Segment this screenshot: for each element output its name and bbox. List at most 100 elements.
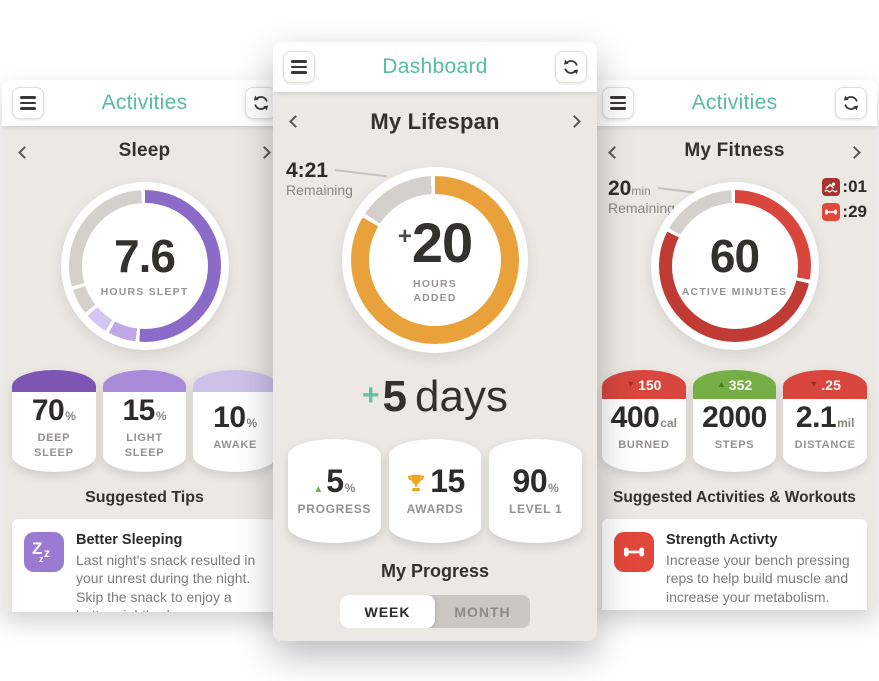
refresh-icon — [563, 59, 579, 75]
prev-section-chevron[interactable] — [608, 146, 621, 159]
level-label: LEVEL 1 — [508, 501, 563, 516]
hours-slept-value: 7.6 — [114, 229, 176, 282]
plus-sign: + — [397, 222, 412, 250]
appbar-title: Activities — [691, 91, 778, 114]
awake-value: 10 — [213, 401, 246, 435]
refresh-button[interactable] — [835, 87, 867, 119]
awards-label: AWARDS — [406, 501, 464, 516]
fitness-stats-row: ▼ 150 400 cal BURNED ▲ 352 2000 STEPS — [592, 370, 877, 472]
section-nav: My Lifespan — [273, 109, 597, 137]
awards-value: 15 — [430, 462, 465, 499]
calories-label: BURNED — [618, 439, 670, 452]
hamburger-menu-button[interactable] — [602, 87, 634, 119]
fitness-donut: 60 ACTIVE MINUTES — [650, 182, 819, 350]
light-sleep-value: 15 — [122, 394, 155, 428]
steps-trend-value: 352 — [728, 376, 753, 393]
level-card: 90 % LEVEL 1 — [489, 439, 583, 543]
hamburger-menu-button[interactable] — [283, 51, 315, 83]
dashboard-screen: Dashboard My Lifespan 4:21 Remaining — [273, 42, 597, 641]
hamburger-icon — [291, 60, 307, 63]
days-added-line: +5 days — [273, 375, 597, 419]
progress-label: PROGRESS — [297, 501, 372, 516]
awake-cap — [193, 370, 278, 392]
trend-down-icon: ▼ — [809, 379, 819, 389]
section-title: My Lifespan — [370, 109, 500, 134]
days-unit: days — [415, 372, 508, 421]
sleep-donut: 7.6 HOURS SLEPT — [60, 182, 229, 350]
active-minutes-label: ACTIVE MINUTES — [681, 285, 788, 298]
next-section-chevron[interactable] — [258, 146, 271, 159]
sleep-screen: Activities Sleep 7.6 HOURS SLEPT — [2, 80, 287, 612]
distance-cap: ▼ .25 — [783, 370, 868, 399]
trend-up-icon: ▲ — [716, 379, 726, 389]
toggle-week[interactable]: WEEK — [340, 595, 435, 628]
calories-trend-value: 150 — [638, 376, 662, 393]
better-sleeping-tip-card[interactable]: Z z z Better Sleeping Last night's snack… — [12, 519, 277, 612]
swim-time: :01 — [842, 177, 867, 196]
appbar-title: Activities — [101, 91, 188, 114]
strength-activity-tip-card[interactable]: Strength Activty Increase your bench pre… — [602, 519, 867, 610]
dumbbell-icon — [614, 532, 654, 572]
sleep-stats-row: 70 % DEEP SLEEP 15 % LIGHT SLEEP — [2, 370, 287, 472]
section-title: My Fitness — [684, 140, 785, 161]
next-section-chevron[interactable] — [568, 115, 581, 128]
prev-section-chevron[interactable] — [289, 115, 302, 128]
tip-title: Strength Activty — [666, 532, 778, 548]
dumbbell-icon — [822, 203, 841, 221]
suggested-activities-heading: Suggested Activities & Workouts — [613, 489, 856, 506]
trophy-icon — [408, 474, 425, 491]
dashboard-stats-row: ▲ 5 % PROGRESS 15 AWARDS — [273, 439, 597, 543]
period-toggle: WEEK MONTH — [340, 595, 530, 628]
distance-label: DISTANCE — [794, 439, 856, 452]
section-nav: Sleep — [2, 140, 287, 168]
refresh-button[interactable] — [555, 51, 587, 83]
hours-added-value: 20 — [411, 210, 473, 274]
refresh-icon — [843, 95, 859, 111]
zzz-icon: Z z z — [24, 532, 64, 572]
hamburger-icon — [610, 96, 626, 99]
light-sleep-cap — [102, 370, 187, 392]
distance-value: 2.1 — [795, 401, 837, 435]
suggested-tips-heading: Suggested Tips — [85, 489, 204, 506]
hamburger-icon — [20, 96, 36, 99]
prev-section-chevron[interactable] — [18, 146, 31, 159]
trend-down-icon: ▼ — [626, 379, 636, 389]
hours-added-label: HOURS ADDED — [413, 277, 457, 304]
refresh-button[interactable] — [245, 87, 277, 119]
dashboard-appbar: Dashboard — [273, 42, 597, 92]
swimmer-icon — [822, 178, 841, 196]
steps-card: ▲ 352 2000 STEPS — [692, 370, 777, 472]
lifespan-ring-chart: + 20 HOURS ADDED — [351, 176, 519, 344]
refresh-icon — [253, 95, 269, 111]
awake-card: 10 % AWAKE — [193, 370, 278, 472]
distance-card: ▼ .25 2.1 mil DISTANCE — [783, 370, 868, 472]
tip-title: Better Sleeping — [76, 532, 183, 548]
activity-badges: :01 :29 — [822, 177, 867, 222]
light-sleep-label: LIGHT — [126, 432, 163, 445]
tip-body: Increase your bench pressing reps to hel… — [666, 552, 850, 605]
lifespan-donut: + 20 HOURS ADDED — [342, 167, 528, 353]
section-title: Sleep — [118, 140, 171, 161]
active-minutes-value: 60 — [709, 229, 760, 282]
awards-card: 15 AWARDS — [388, 439, 482, 543]
remaining-value: 20 — [608, 177, 632, 200]
next-section-chevron[interactable] — [848, 146, 861, 159]
level-value: 90 — [512, 462, 548, 499]
deep-sleep-label: DEEP — [37, 432, 71, 445]
days-value: 5 — [382, 372, 408, 421]
sleep-appbar: Activities — [2, 80, 287, 126]
awake-label: AWAKE — [213, 439, 258, 452]
hamburger-menu-button[interactable] — [12, 87, 44, 119]
steps-value: 2000 — [702, 401, 767, 435]
toggle-month[interactable]: MONTH — [454, 603, 511, 620]
remaining-annotation: 4:21 Remaining — [286, 159, 353, 198]
calories-card: ▼ 150 400 cal BURNED — [602, 370, 686, 472]
deep-sleep-card: 70 % DEEP SLEEP — [12, 370, 96, 472]
fitness-appbar: Activities — [592, 80, 877, 126]
tip-body: Last night's snack resulted in your unre… — [76, 552, 256, 612]
calories-value: 400 — [610, 401, 660, 435]
trend-up-icon: ▲ — [313, 483, 324, 495]
remaining-value: 4:21 — [286, 159, 329, 182]
deep-sleep-cap — [12, 370, 96, 392]
